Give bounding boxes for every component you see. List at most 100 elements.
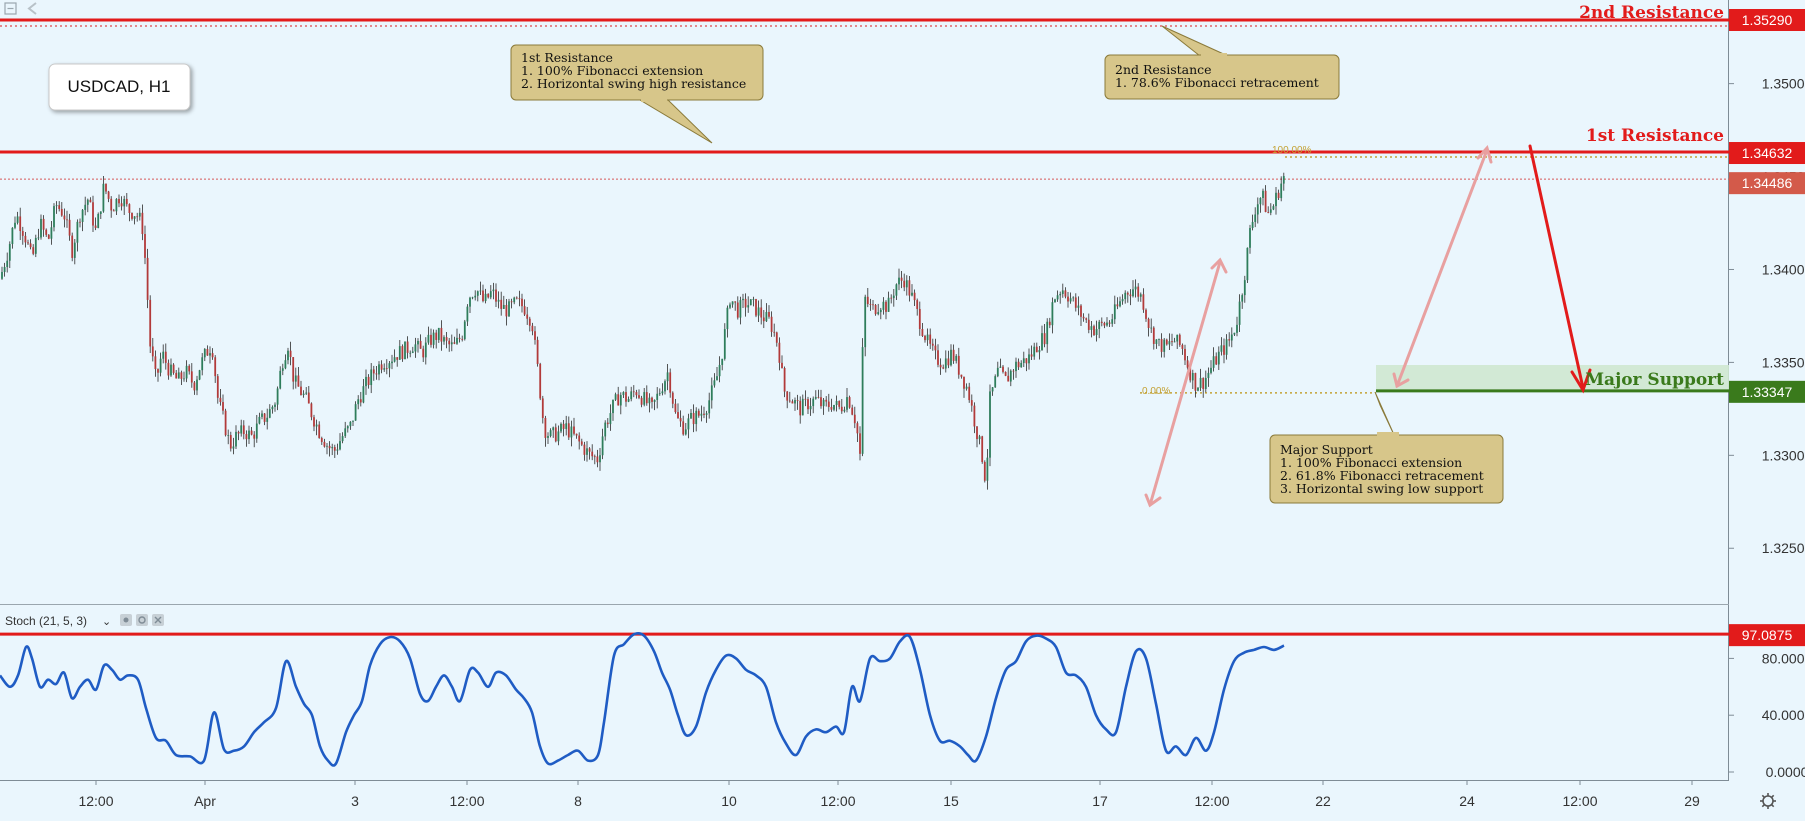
callout-second-resistance[interactable]: 2nd Resistance 1. 78.6% Fibonacci retrac… xyxy=(1104,25,1340,100)
symbol-label[interactable]: USDCAD, H1 xyxy=(48,63,191,111)
candle-body xyxy=(422,348,425,358)
candle-body xyxy=(622,392,625,396)
candle-body xyxy=(68,219,71,236)
candle xyxy=(489,285,492,300)
candle xyxy=(284,354,287,370)
candle-body xyxy=(796,400,799,401)
candle xyxy=(1012,368,1015,380)
candle xyxy=(614,392,617,401)
price-tag-first-resistance[interactable]: 1.34632 xyxy=(1729,142,1805,165)
candle xyxy=(1267,206,1270,214)
candle xyxy=(822,397,825,415)
candle xyxy=(872,299,874,310)
candle-body xyxy=(944,358,947,369)
candle xyxy=(1090,320,1093,338)
candle xyxy=(287,347,289,365)
candle-body xyxy=(908,280,911,296)
chevron-down-icon[interactable]: ⌄ xyxy=(102,616,111,628)
candle-body xyxy=(674,403,677,413)
candle xyxy=(690,408,692,420)
candle xyxy=(739,296,742,325)
candle-body xyxy=(307,392,310,404)
minus-square-icon[interactable] xyxy=(4,2,17,15)
price-tag-stoch[interactable]: 97.0875 xyxy=(1729,624,1805,647)
candle xyxy=(609,404,612,431)
candle-body xyxy=(419,340,422,349)
candle-body xyxy=(383,368,386,370)
candle-body xyxy=(120,203,123,207)
candle-body xyxy=(1178,334,1181,345)
candle xyxy=(1150,318,1153,334)
candle xyxy=(651,396,653,409)
candle xyxy=(848,395,851,409)
price-tag-major-support-label: 1.33347 xyxy=(1742,384,1793,400)
candle-body xyxy=(193,382,196,391)
candle xyxy=(963,376,965,398)
candle-body xyxy=(991,387,994,392)
callout-first-resistance[interactable]: 1st Resistance 1. 100% Fibonacci extensi… xyxy=(510,44,764,144)
candle xyxy=(994,374,997,388)
candle xyxy=(1017,358,1020,371)
candle-body xyxy=(1184,348,1186,361)
candle-body xyxy=(547,436,549,438)
candle-body xyxy=(138,212,141,217)
candle xyxy=(606,418,609,428)
price-tag-major-support[interactable]: 1.33347 xyxy=(1729,380,1805,403)
close-icon[interactable] xyxy=(152,614,164,626)
candle-body xyxy=(159,358,162,373)
eye-icon[interactable] xyxy=(120,614,132,626)
candle xyxy=(1064,287,1067,299)
candle-body xyxy=(729,304,731,308)
candle xyxy=(92,195,94,233)
candle-body xyxy=(201,357,204,371)
main-price-axis[interactable]: 1.325001.330001.335001.340001.345001.350… xyxy=(1729,76,1805,557)
candle-body xyxy=(1230,334,1233,341)
candle-body xyxy=(227,435,230,436)
candle xyxy=(645,385,648,406)
candle xyxy=(861,338,864,457)
candle xyxy=(1223,338,1225,364)
candlestick-series[interactable] xyxy=(1,172,1285,490)
candle xyxy=(177,367,180,379)
candle xyxy=(1178,333,1181,347)
candle-body xyxy=(1158,339,1160,340)
candle xyxy=(757,300,760,323)
stoch-series-line[interactable] xyxy=(0,632,1285,767)
price-tag-current[interactable]: 1.34486 xyxy=(1729,172,1805,195)
major-support-zone xyxy=(1376,365,1729,391)
candle xyxy=(172,363,175,375)
forecast-arrow-head xyxy=(1570,368,1592,394)
gear-tooth-8 xyxy=(1771,794,1775,798)
candle xyxy=(830,398,833,412)
stoch-legend[interactable]: Stoch (21, 5, 3) ⌄ xyxy=(5,614,164,628)
candle-body xyxy=(523,306,526,315)
candle xyxy=(68,213,71,241)
candle-body xyxy=(305,392,308,394)
candle xyxy=(973,402,976,434)
candle-body xyxy=(1189,367,1192,381)
gear-icon[interactable] xyxy=(1760,793,1776,809)
time-axis-tick-label: 12:00 xyxy=(449,793,484,809)
candle-body xyxy=(861,347,864,454)
candle xyxy=(1264,185,1267,213)
candle xyxy=(1113,295,1116,324)
candle xyxy=(497,291,500,309)
candle xyxy=(1100,317,1103,327)
time-axis[interactable]: 12:00 Apr 3 12:00 8 10 12:00 15 17 12:00 22 24 12:00… xyxy=(78,780,1700,809)
candle xyxy=(1259,197,1262,213)
price-tag-second-resistance[interactable]: 1.35290 xyxy=(1729,9,1805,31)
settings-icon[interactable] xyxy=(136,614,148,626)
candle xyxy=(456,328,458,345)
stoch-axis[interactable]: 0.0000 40.0000 80.0000 xyxy=(1729,650,1805,780)
chevron-left-icon[interactable] xyxy=(27,2,37,15)
candle xyxy=(60,202,63,217)
candle xyxy=(718,356,721,383)
candle xyxy=(24,231,27,248)
candle xyxy=(622,391,625,399)
candle-body xyxy=(1207,372,1210,378)
candle xyxy=(292,357,295,390)
stoch-axis-tick-label: 80.0000 xyxy=(1762,650,1805,666)
callout-major-support[interactable]: Major Support 1. 100% Fibonacci extensio… xyxy=(1269,391,1504,504)
candle-body xyxy=(1249,228,1251,248)
